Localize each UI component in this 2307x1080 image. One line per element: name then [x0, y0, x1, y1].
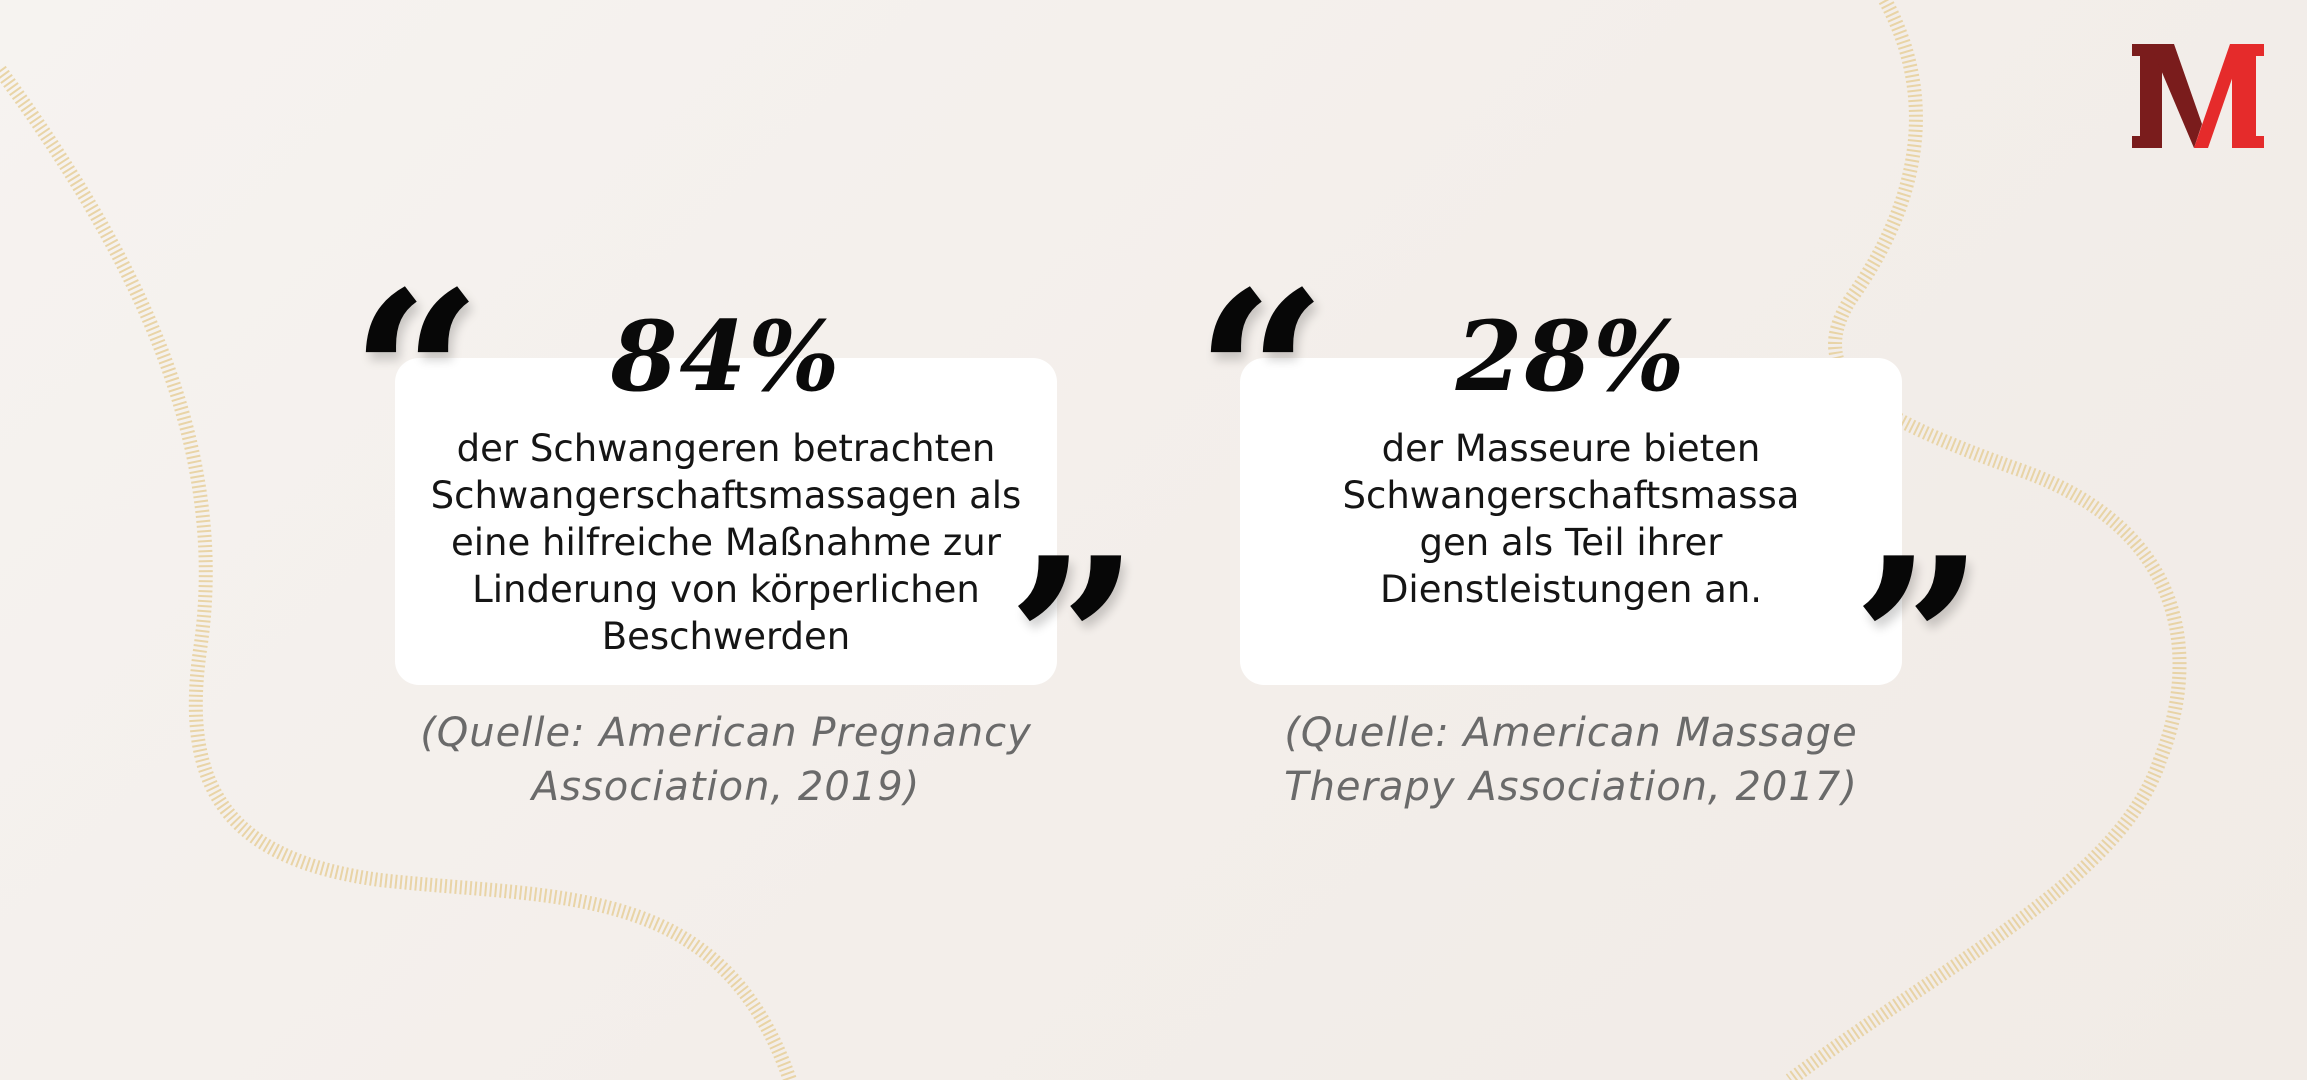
stat-description-line: Dienstleistungen an. — [1379, 568, 1763, 611]
source-citation-line: Therapy Association, 2017) — [1284, 764, 1858, 810]
closing-quote-mark: ” — [1852, 508, 1985, 778]
stat-value: 84% — [610, 300, 842, 413]
stat-description: der Masseure bieten Schwangerschaftsmass… — [1251, 425, 1891, 613]
stat-description-line: der Schwangeren betrachten — [456, 427, 996, 470]
stat-description-line: eine hilfreiche Maßnahme zur — [451, 521, 1001, 564]
stat-description: der Schwangeren betrachten Schwangerscha… — [406, 425, 1046, 660]
source-citation: (Quelle: American Pregnancy Association,… — [395, 706, 1057, 814]
opening-quote-mark: “ — [350, 242, 483, 512]
closing-quote-mark: ” — [1007, 508, 1140, 778]
stat-description-line: Linderung von körperlichen — [472, 568, 980, 611]
source-citation-line: (Quelle: American Massage — [1284, 710, 1858, 756]
brand-logo — [2132, 44, 2264, 148]
logo-m-right-stem — [2232, 44, 2264, 148]
source-citation: (Quelle: American Massage Therapy Associ… — [1240, 706, 1902, 814]
stat-description-line: gen als Teil ihrer — [1419, 521, 1723, 564]
logo-m-right-diagonal — [2194, 44, 2244, 148]
logo-m-left-diagonal — [2150, 44, 2202, 148]
stat-card-1 — [395, 358, 1057, 685]
source-citation-line: (Quelle: American Pregnancy — [420, 710, 1032, 756]
stat-description-line: Beschwerden — [601, 615, 851, 658]
stat-description-line: Schwangerschaftsmassa — [1342, 474, 1800, 517]
stat-description-line: Schwangerschaftsmassagen als — [430, 474, 1022, 517]
logo-m-left-stem — [2132, 44, 2162, 148]
opening-quote-mark: “ — [1195, 242, 1328, 512]
stat-value: 28% — [1455, 300, 1687, 413]
source-citation-line: Association, 2019) — [531, 764, 921, 810]
stat-card-2 — [1240, 358, 1902, 685]
right-gold-curve — [1785, 0, 2187, 1080]
stat-description-line: der Masseure bieten — [1381, 427, 1761, 470]
